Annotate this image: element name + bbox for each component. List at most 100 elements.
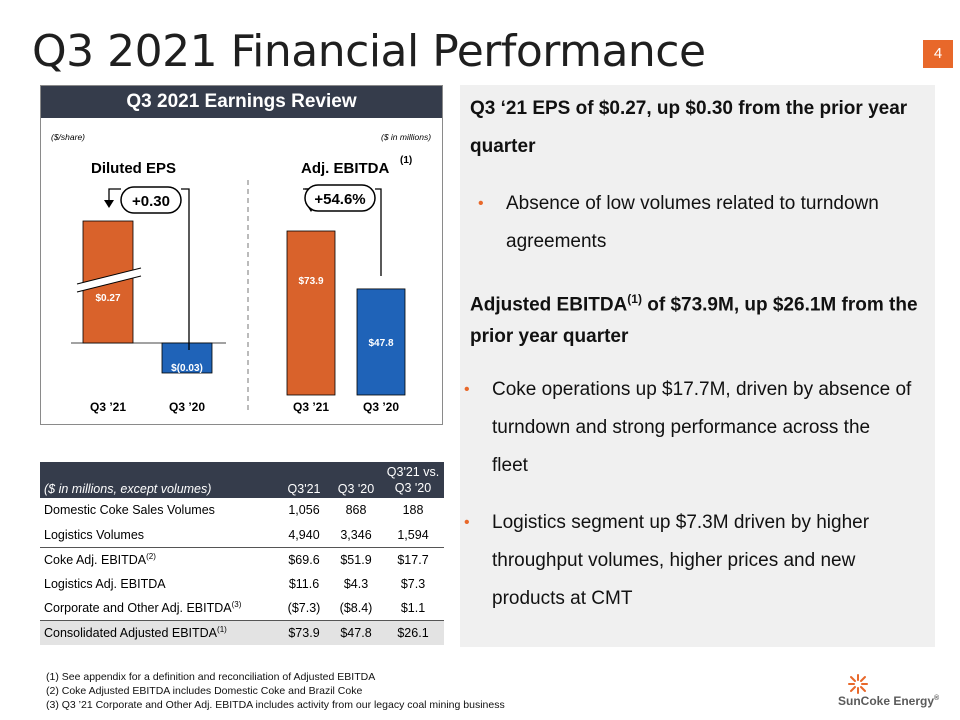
cell-q320: $4.3 bbox=[343, 576, 369, 591]
cell-q321: 4,940 bbox=[288, 527, 320, 542]
suncoke-logo: SunCoke Energy® bbox=[838, 674, 948, 710]
ebitda-title-footnote: (1) bbox=[400, 155, 412, 166]
eps-category-label: Q3 ’21 bbox=[90, 400, 126, 414]
cell-change: $7.3 bbox=[400, 576, 426, 591]
eps-chart-title: Diluted EPS bbox=[91, 160, 176, 177]
table-header-q321: Q3'21 bbox=[278, 462, 330, 498]
cell-q320: ($8.4) bbox=[339, 601, 373, 615]
row-label: Logistics Adj. EBITDA bbox=[44, 576, 166, 591]
table-row: Logistics Volumes 4,940 3,346 1,594 bbox=[40, 523, 444, 548]
eps-change-label: +0.30 bbox=[132, 193, 170, 210]
row-label-cell: Coke Adj. EBITDA(2) bbox=[40, 546, 278, 572]
ebitda-change-callout: +54.6% bbox=[303, 184, 382, 276]
row-label-cell: Corporate and Other Adj. EBITDA(3) bbox=[40, 596, 278, 621]
ebitda-bar bbox=[286, 230, 336, 396]
bullet-marker: • bbox=[464, 514, 470, 531]
cell-q320: 3,346 bbox=[340, 527, 372, 542]
row-label: Coke Adj. EBITDA bbox=[44, 553, 147, 568]
eps-change-callout: +0.30 bbox=[104, 186, 190, 350]
eps-heading: Q3 ‘21 EPS of $0.27, up $0.30 from the p… bbox=[470, 98, 908, 119]
logistics-bullet-line: Logistics segment up $7.3M driven by hig… bbox=[492, 512, 870, 533]
row-label: Corporate and Other Adj. EBITDA bbox=[44, 601, 232, 616]
earnings-review-panel: Q3 2021 Earnings Review ($/share) ($ in … bbox=[40, 85, 443, 425]
row-footnote: (1) bbox=[217, 625, 227, 635]
row-footnote: (3) bbox=[231, 600, 242, 610]
ebitda-heading-text: of $73.9M, up $26.1M from the bbox=[641, 294, 918, 316]
row-footnote: (2) bbox=[146, 551, 156, 561]
table-header-label: ($ in millions, except volumes) bbox=[40, 462, 278, 498]
logo-text: SunCoke Energy bbox=[838, 694, 935, 708]
cell-q321: $73.9 bbox=[278, 620, 330, 645]
row-label: Consolidated Adjusted EBITDA bbox=[44, 626, 218, 641]
coke-bullet-line: Coke operations up $17.7M, driven by abs… bbox=[492, 379, 912, 400]
ebitda-value-label: $73.9 bbox=[298, 276, 323, 287]
cell-q321: $11.6 bbox=[288, 576, 320, 591]
row-label-cell: Consolidated Adjusted EBITDA(1) bbox=[40, 620, 278, 645]
table-header-change-line1: Q3'21 vs. bbox=[386, 465, 440, 479]
ebitda-change-bubble bbox=[304, 184, 376, 212]
eps-heading-continued: quarter bbox=[470, 136, 536, 157]
eps-change-bubble bbox=[120, 186, 182, 214]
cell-change: 188 bbox=[402, 503, 424, 518]
ebitda-heading-text: Adjusted EBITDA bbox=[470, 294, 628, 316]
table-row: Logistics Adj. EBITDA $11.6 $4.3 $7.3 bbox=[40, 572, 444, 597]
eps-unit-label: ($/share) bbox=[51, 132, 85, 142]
ebitda-heading-continued: prior year quarter bbox=[470, 326, 629, 347]
eps-break-line-top bbox=[76, 267, 142, 285]
ebitda-heading: Adjusted EBITDA(1) of $73.9M, up $26.1M … bbox=[470, 280, 918, 324]
ebitda-category-label: Q3 ’20 bbox=[363, 400, 399, 414]
cell-q320: 868 bbox=[345, 503, 367, 518]
coke-bullet-line: turndown and strong performance across t… bbox=[492, 417, 871, 438]
ebitda-bar bbox=[356, 288, 406, 396]
cell-change: 1,594 bbox=[397, 527, 429, 542]
ebitda-heading-footnote: (1) bbox=[627, 292, 642, 306]
footnotes: (1) See appendix for a definition and re… bbox=[46, 670, 505, 712]
table-row-total: Consolidated Adjusted EBITDA(1) $73.9 $4… bbox=[40, 620, 444, 645]
eps-bullet-line: Absence of low volumes related to turndo… bbox=[506, 193, 879, 214]
eps-break-line-bottom bbox=[76, 275, 142, 293]
cell-change: $1.1 bbox=[400, 601, 426, 615]
cell-change: $17.7 bbox=[382, 546, 444, 572]
table-header-q320: Q3 '20 bbox=[330, 462, 382, 498]
cell-q321: ($7.3) bbox=[287, 601, 321, 615]
commentary-panel: Q3 ‘21 EPS of $0.27, up $0.30 from the p… bbox=[460, 85, 935, 647]
logo-wordmark: SunCoke Energy® bbox=[838, 694, 939, 708]
ebitda-callout-right-line bbox=[375, 188, 382, 276]
row-label: Domestic Coke Sales Volumes bbox=[44, 503, 215, 518]
ebitda-change-label: +54.6% bbox=[314, 191, 365, 208]
footnote-1: (1) See appendix for a definition and re… bbox=[46, 671, 376, 683]
eps-category-label: Q3 ’20 bbox=[169, 400, 205, 414]
footnote-2: (2) Coke Adjusted EBITDA includes Domest… bbox=[46, 685, 363, 697]
page-title: Q3 2021 Financial Performance bbox=[32, 26, 706, 77]
logo-trademark: ® bbox=[934, 695, 940, 702]
ebitda-unit-label: ($ in millions) bbox=[381, 132, 431, 142]
eps-value-label: $(0.03) bbox=[171, 363, 203, 374]
eps-callout-arrowhead bbox=[104, 200, 114, 208]
sun-icon bbox=[848, 674, 868, 694]
cell-change: $26.1 bbox=[382, 620, 444, 645]
bullet-marker: • bbox=[464, 381, 470, 398]
eps-chart-group: $0.27 Q3 ’21 $(0.03) Q3 ’20 bbox=[71, 220, 226, 414]
cell-q320: $51.9 bbox=[330, 546, 382, 572]
bullet-marker: • bbox=[478, 195, 484, 212]
coke-bullet-line: fleet bbox=[492, 455, 528, 476]
ebitda-chart-group: $73.9 Q3 ’21 $47.8 Q3 ’20 bbox=[286, 230, 406, 414]
eps-bar bbox=[161, 342, 213, 374]
page-number: 4 bbox=[923, 40, 953, 68]
ebitda-category-label: Q3 ’21 bbox=[293, 400, 329, 414]
earnings-review-header: Q3 2021 Earnings Review bbox=[41, 86, 442, 118]
ebitda-chart-title: Adj. EBITDA bbox=[301, 160, 389, 177]
eps-axis-break bbox=[77, 268, 141, 292]
table-header-change-line2: Q3 '20 bbox=[394, 481, 432, 495]
eps-callout-right-line bbox=[181, 188, 190, 350]
financial-summary-table: ($ in millions, except volumes) Q3'21 Q3… bbox=[40, 462, 444, 645]
logistics-bullet-line: throughput volumes, higher prices and ne… bbox=[492, 550, 856, 571]
cell-q321: $69.6 bbox=[278, 546, 330, 572]
eps-callout-left-line bbox=[108, 188, 121, 202]
cell-q321: 1,056 bbox=[288, 503, 320, 518]
row-label: Logistics Volumes bbox=[44, 527, 145, 542]
footnote-3: (3) Q3 ’21 Corporate and Other Adj. EBIT… bbox=[46, 699, 505, 711]
earnings-charts: ($/share) ($ in millions) Diluted EPS Ad… bbox=[51, 132, 431, 414]
eps-bullet-line: agreements bbox=[506, 231, 607, 252]
table-header-change: Q3'21 vs. Q3 '20 bbox=[382, 462, 444, 498]
